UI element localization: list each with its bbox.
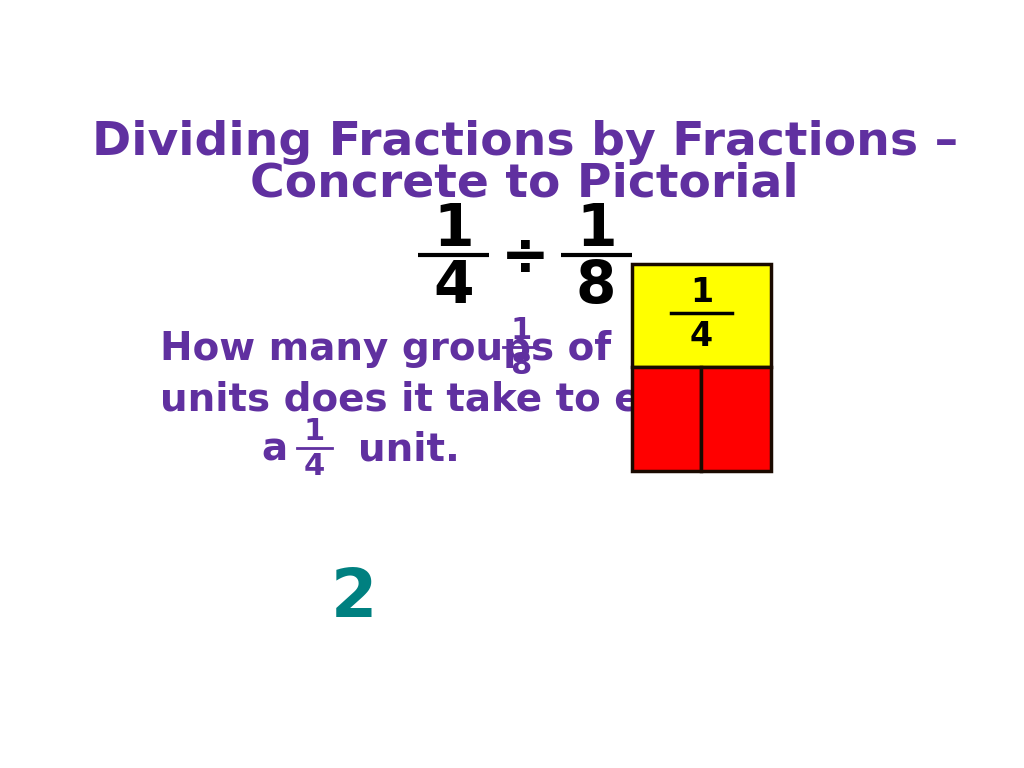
Text: unit.: unit. <box>358 431 460 469</box>
Text: 4: 4 <box>690 320 713 353</box>
Bar <box>701 367 771 471</box>
Bar <box>632 367 701 471</box>
Text: Dividing Fractions by Fractions –: Dividing Fractions by Fractions – <box>92 120 957 165</box>
Text: 4: 4 <box>433 257 474 315</box>
Text: units does it take to equal: units does it take to equal <box>160 381 735 419</box>
Text: 1: 1 <box>575 201 616 258</box>
Text: 8: 8 <box>510 352 531 380</box>
Text: 1: 1 <box>433 201 474 258</box>
Text: a: a <box>262 431 288 469</box>
Bar <box>632 263 771 367</box>
Text: 1: 1 <box>304 416 326 445</box>
Text: 1: 1 <box>690 276 713 310</box>
Text: 4: 4 <box>304 452 326 481</box>
Text: 8: 8 <box>575 257 616 315</box>
Text: How many groups of: How many groups of <box>160 330 611 369</box>
Text: ÷: ÷ <box>501 229 549 286</box>
Text: 2: 2 <box>331 564 377 631</box>
Text: Concrete to Pictorial: Concrete to Pictorial <box>251 161 799 207</box>
Text: 1: 1 <box>510 316 531 345</box>
